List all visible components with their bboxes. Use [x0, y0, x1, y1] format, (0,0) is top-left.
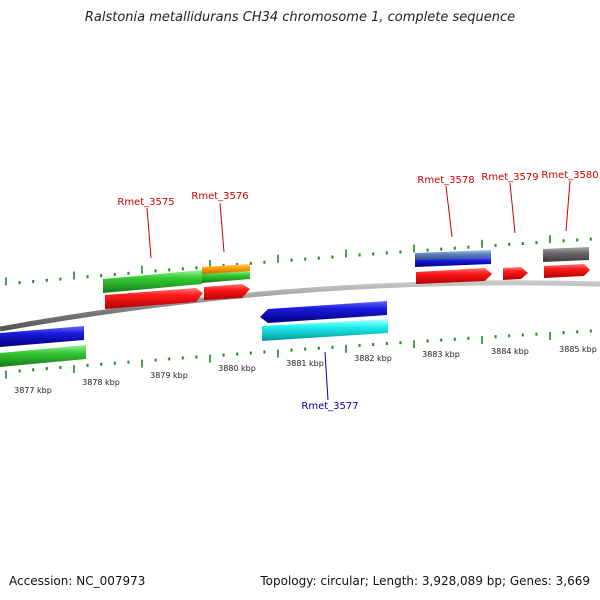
- gene-label-rmet-3578[interactable]: Rmet_3578: [417, 175, 474, 186]
- leader-line: [219, 202, 225, 253]
- leader-line: [324, 351, 329, 401]
- kbp-label: 3877 kbp: [14, 386, 52, 395]
- leader-line: [565, 180, 571, 232]
- page-title: Ralstonia metallidurans CH34 chromosome …: [84, 10, 516, 25]
- leader-line: [146, 207, 152, 259]
- accession-text: Accession: NC_007973: [9, 574, 146, 588]
- cds-rmet-3579[interactable]: [503, 267, 528, 280]
- cds-rmet-3578[interactable]: [416, 268, 492, 284]
- cds-blue[interactable]: [0, 326, 84, 347]
- kbp-scale: 3877 kbp 3878 kbp 3879 kbp 3880 kbp 3881…: [14, 345, 597, 395]
- gene-rmet-3580[interactable]: [543, 247, 589, 262]
- cds-rmet-3577[interactable]: [262, 319, 388, 341]
- kbp-label: 3880 kbp: [218, 364, 256, 373]
- cds-rmet-3580[interactable]: [544, 264, 590, 278]
- kbp-label: 3879 kbp: [150, 371, 188, 380]
- genome-backbone: [0, 280, 600, 332]
- kbp-label: 3881 kbp: [286, 359, 324, 368]
- gene-label-rmet-3579[interactable]: Rmet_3579: [481, 172, 538, 183]
- feature-track: [0, 247, 590, 367]
- gene-rmet-3576-rna[interactable]: [202, 271, 250, 283]
- gene-label-rmet-3580[interactable]: Rmet_3580: [541, 170, 598, 181]
- inner-tick-row: [5, 329, 592, 379]
- genome-stats-text: Topology: circular; Length: 3,928,089 bp…: [260, 574, 590, 588]
- cds-rmet-3575[interactable]: [105, 288, 203, 309]
- leader-line: [509, 182, 516, 234]
- gene-label-rmet-3576[interactable]: Rmet_3576: [191, 191, 248, 202]
- cds-green[interactable]: [0, 345, 86, 367]
- gene-rmet-3577[interactable]: [260, 301, 387, 323]
- leader-line: [445, 185, 453, 238]
- kbp-label: 3878 kbp: [82, 378, 120, 387]
- gene-label-rmet-3577[interactable]: Rmet_3577: [301, 401, 358, 412]
- gene-labels: Rmet_3575 Rmet_3576 Rmet_3577 Rmet_3578 …: [117, 170, 598, 412]
- kbp-label: 3884 kbp: [491, 347, 529, 356]
- kbp-label: 3882 kbp: [354, 354, 392, 363]
- outer-tick-row: [5, 235, 592, 286]
- kbp-label: 3885 kbp: [559, 345, 597, 354]
- gene-rmet-3575[interactable]: [103, 270, 202, 293]
- kbp-label: 3883 kbp: [422, 350, 460, 359]
- gene-rmet-3578-blue[interactable]: [415, 257, 491, 267]
- gene-label-rmet-3575[interactable]: Rmet_3575: [117, 197, 174, 208]
- cds-rmet-3576[interactable]: [204, 284, 250, 300]
